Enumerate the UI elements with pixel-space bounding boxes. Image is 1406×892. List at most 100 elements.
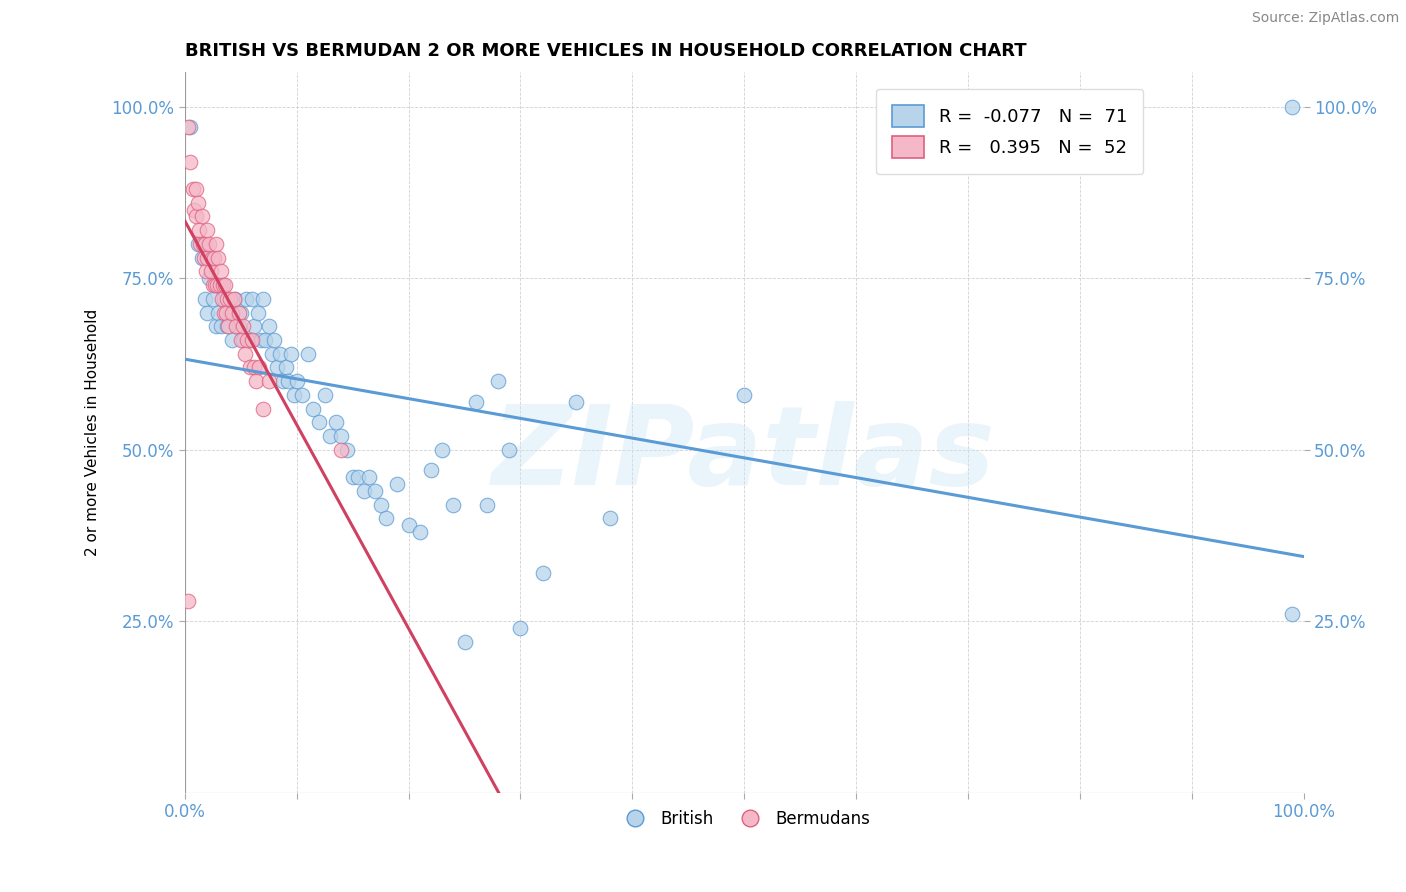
Point <box>188 223 211 237</box>
Point <box>398 518 420 533</box>
Point <box>179 120 201 135</box>
Point <box>291 388 314 402</box>
Point <box>212 305 235 319</box>
Point <box>179 154 201 169</box>
Point <box>232 333 254 347</box>
Point <box>218 305 240 319</box>
Point <box>221 305 243 319</box>
Point <box>240 292 263 306</box>
Point <box>441 498 464 512</box>
Point <box>187 195 209 210</box>
Point <box>498 442 520 457</box>
Legend: British, Bermudans: British, Bermudans <box>612 804 876 835</box>
Point <box>387 477 409 491</box>
Point <box>330 429 353 443</box>
Point <box>274 360 297 375</box>
Point <box>217 319 239 334</box>
Point <box>297 346 319 360</box>
Point <box>194 292 217 306</box>
Point <box>531 566 554 581</box>
Point <box>184 210 207 224</box>
Point <box>212 292 235 306</box>
Point <box>319 429 342 443</box>
Text: Source: ZipAtlas.com: Source: ZipAtlas.com <box>1251 11 1399 25</box>
Point <box>277 374 299 388</box>
Point <box>235 292 257 306</box>
Point <box>486 374 509 388</box>
Point <box>246 305 269 319</box>
Point <box>420 463 443 477</box>
Point <box>209 319 232 334</box>
Text: BRITISH VS BERMUDAN 2 OR MORE VEHICLES IN HOUSEHOLD CORRELATION CHART: BRITISH VS BERMUDAN 2 OR MORE VEHICLES I… <box>184 42 1026 60</box>
Point <box>229 305 252 319</box>
Point <box>453 634 475 648</box>
Point <box>475 498 498 512</box>
Point <box>370 498 392 512</box>
Point <box>359 470 381 484</box>
Point <box>314 388 336 402</box>
Point <box>252 292 274 306</box>
Point <box>240 333 263 347</box>
Point <box>364 483 387 498</box>
Point <box>330 442 353 457</box>
Point <box>336 442 359 457</box>
Point <box>243 360 266 375</box>
Point <box>211 292 233 306</box>
Point <box>375 511 398 525</box>
Point <box>193 251 215 265</box>
Point <box>269 346 291 360</box>
Point <box>207 251 229 265</box>
Point <box>239 333 262 347</box>
Point <box>599 511 621 525</box>
Point <box>195 264 218 278</box>
Y-axis label: 2 or more Vehicles in Household: 2 or more Vehicles in Household <box>86 309 100 557</box>
Point <box>232 319 254 334</box>
Point <box>254 333 277 347</box>
Point <box>177 593 200 607</box>
Point <box>181 182 204 196</box>
Point <box>263 333 285 347</box>
Point <box>215 305 238 319</box>
Point <box>207 305 229 319</box>
Point <box>283 388 305 402</box>
Point <box>195 251 218 265</box>
Point <box>207 278 229 293</box>
Point <box>218 292 240 306</box>
Point <box>221 333 243 347</box>
Point <box>250 333 273 347</box>
Point <box>262 346 284 360</box>
Point <box>205 236 228 251</box>
Point <box>464 394 486 409</box>
Point <box>266 360 288 375</box>
Point <box>198 236 221 251</box>
Point <box>217 292 239 306</box>
Point <box>195 305 218 319</box>
Point <box>190 210 212 224</box>
Point <box>257 319 280 334</box>
Point <box>195 223 218 237</box>
Point <box>239 360 262 375</box>
Point <box>271 374 294 388</box>
Point <box>187 236 209 251</box>
Point <box>217 319 239 334</box>
Point <box>194 236 217 251</box>
Point <box>228 305 250 319</box>
Point <box>302 401 325 416</box>
Point <box>212 278 235 293</box>
Point <box>209 264 232 278</box>
Point <box>252 401 274 416</box>
Point <box>243 319 266 334</box>
Point <box>247 360 270 375</box>
Point <box>200 264 222 278</box>
Point <box>201 292 224 306</box>
Point <box>229 333 252 347</box>
Point <box>201 251 224 265</box>
Point <box>1281 100 1303 114</box>
Point <box>183 202 205 217</box>
Point <box>208 278 231 293</box>
Point <box>347 470 370 484</box>
Point <box>228 319 250 334</box>
Point <box>204 278 226 293</box>
Point <box>308 415 330 429</box>
Point <box>233 346 256 360</box>
